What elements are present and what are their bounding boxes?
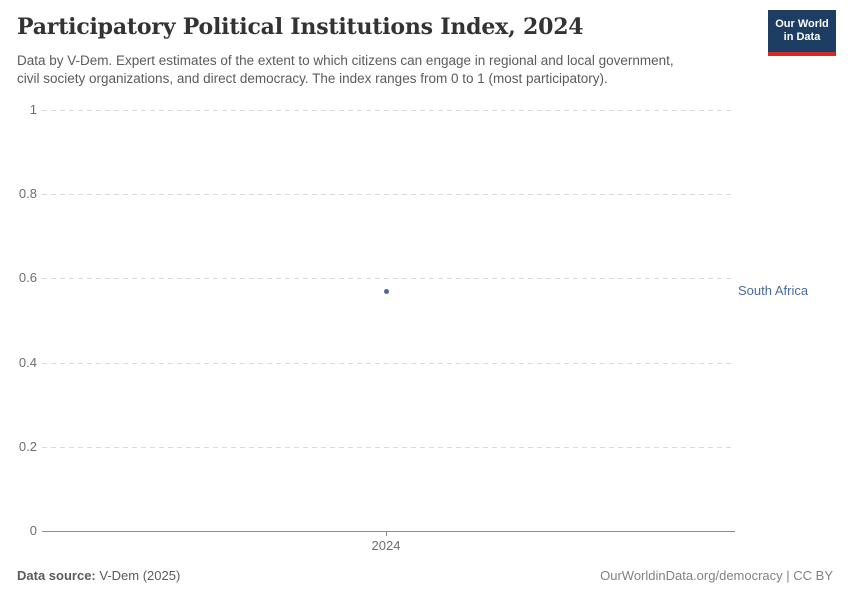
gridline [42, 278, 733, 279]
subtitle-line-2: civil society organizations, and direct … [17, 71, 608, 86]
y-axis-tick-label: 0.6 [18, 270, 37, 285]
data-point[interactable] [384, 288, 389, 294]
owid-logo-text-line-2: in Data [783, 31, 821, 43]
y-axis-tick-label: 1 [29, 102, 37, 117]
y-axis-tick-label: 0.4 [18, 355, 37, 370]
chart-subtitle: Data by V-Dem. Expert estimates of the e… [17, 52, 674, 88]
footer-source-value[interactable]: V-Dem (2025) [95, 568, 181, 583]
subtitle-line-1: Data by V-Dem. Expert estimates of the e… [17, 53, 674, 68]
gridline [42, 447, 733, 448]
gridline [42, 110, 733, 111]
footer-source-label: Data source: [17, 568, 96, 583]
x-axis-tick-label: 2024 [371, 538, 401, 553]
gridline [42, 194, 733, 195]
y-axis-tick-label: 0.2 [18, 439, 37, 454]
owid-logo-text-line-1: Our World [775, 18, 829, 30]
entity-label[interactable]: South Africa [738, 283, 809, 298]
footer-source: Data source: V-Dem (2025) [17, 568, 180, 583]
chart-footer: Data source: V-Dem (2025) OurWorldinData… [17, 568, 833, 583]
x-axis-tick [386, 531, 387, 536]
footer-credit[interactable]: OurWorldinData.org/democracy | CC BY [600, 568, 833, 583]
owid-logo[interactable]: Our World in Data [768, 10, 836, 56]
gridline [42, 363, 733, 364]
y-axis-tick-label: 0.8 [18, 186, 37, 201]
y-axis-tick-label: 0 [29, 523, 37, 538]
page-title: Participatory Political Institutions Ind… [17, 14, 584, 40]
x-axis-line [42, 531, 735, 532]
